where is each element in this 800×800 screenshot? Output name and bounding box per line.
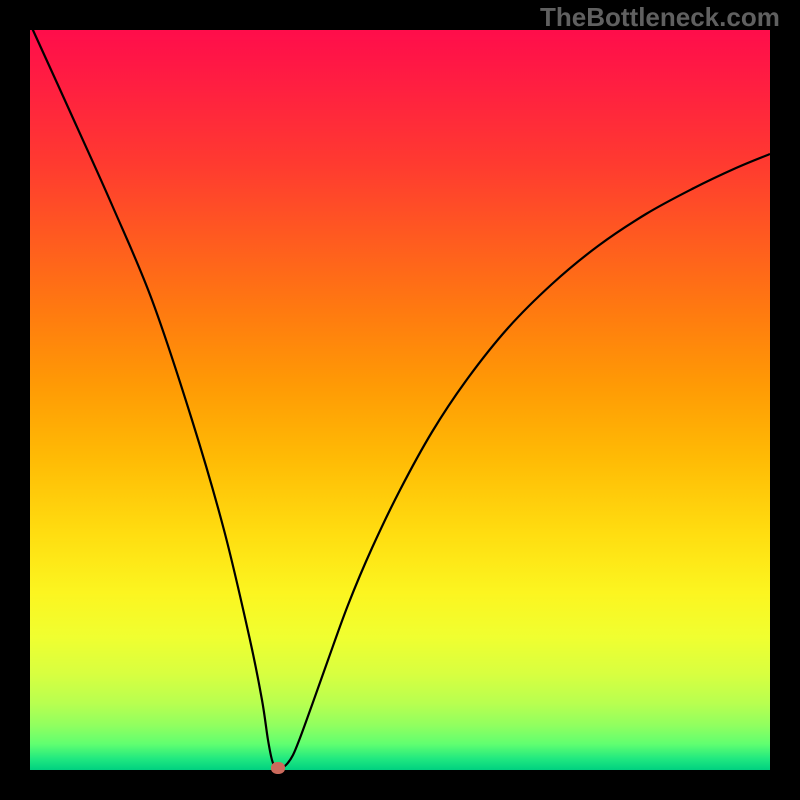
optimum-marker <box>271 762 285 774</box>
bottleneck-curve <box>32 28 770 768</box>
curve-layer <box>0 0 800 800</box>
watermark-text: TheBottleneck.com <box>540 2 780 33</box>
chart-container: TheBottleneck.com <box>0 0 800 800</box>
